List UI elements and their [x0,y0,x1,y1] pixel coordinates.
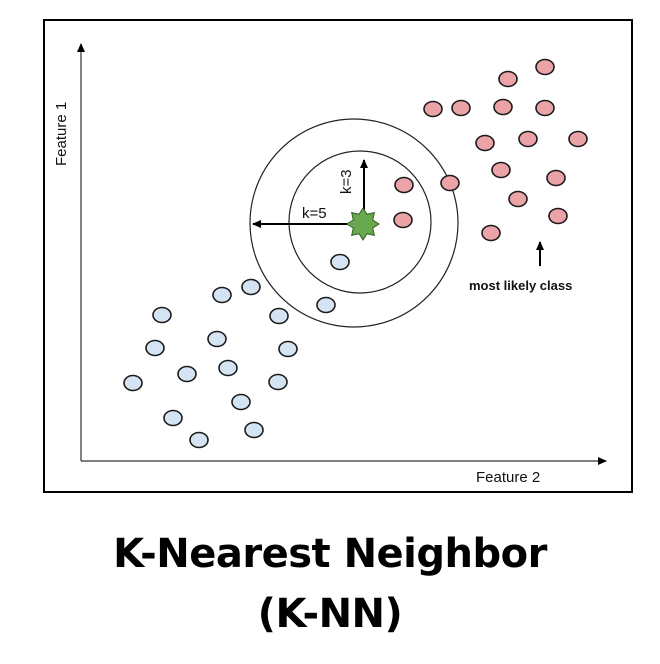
blue-point [268,373,288,391]
y-axis-label: Feature 1 [53,102,70,166]
red-point [440,174,460,192]
blue-point [212,286,232,304]
blue-point [241,278,261,296]
red-point [548,207,568,225]
blue-point [177,365,197,383]
red-point [493,98,513,116]
blue-point [231,393,251,411]
red-point [394,176,414,194]
red-point [491,161,511,179]
outer-neighborhood-circle [249,118,459,328]
most-likely-class-label: most likely class [469,278,572,293]
red-point [451,99,471,117]
red-point [568,130,588,148]
red-point [475,134,495,152]
red-point [423,100,443,118]
red-class-points [393,58,588,242]
query-point-star [346,207,380,241]
blue-point [316,296,336,314]
red-point [518,130,538,148]
blue-point [244,421,264,439]
blue-point [145,339,165,357]
red-point [481,224,501,242]
knn-diagram: Feature 1 Feature 2 k=3 k=5 [43,19,633,493]
blue-class-points [123,253,350,449]
blue-point [330,253,350,271]
inner-neighborhood-circle [288,150,432,294]
blue-point [163,409,183,427]
blue-point [207,330,227,348]
k5-label: k=5 [302,205,327,222]
blue-point [218,359,238,377]
blue-point [189,431,209,449]
red-point [508,190,528,208]
blue-point [152,306,172,324]
blue-point [269,307,289,325]
red-point [535,99,555,117]
blue-point [278,340,298,358]
blue-point [123,374,143,392]
red-point [498,70,518,88]
k3-label: k=3 [338,169,355,194]
x-axis-label: Feature 2 [476,469,540,486]
red-point [546,169,566,187]
red-point [535,58,555,76]
red-point [393,211,413,229]
caption-subtitle: (K-NN) [257,591,403,637]
caption-title: K-Nearest Neighbor [113,531,547,577]
